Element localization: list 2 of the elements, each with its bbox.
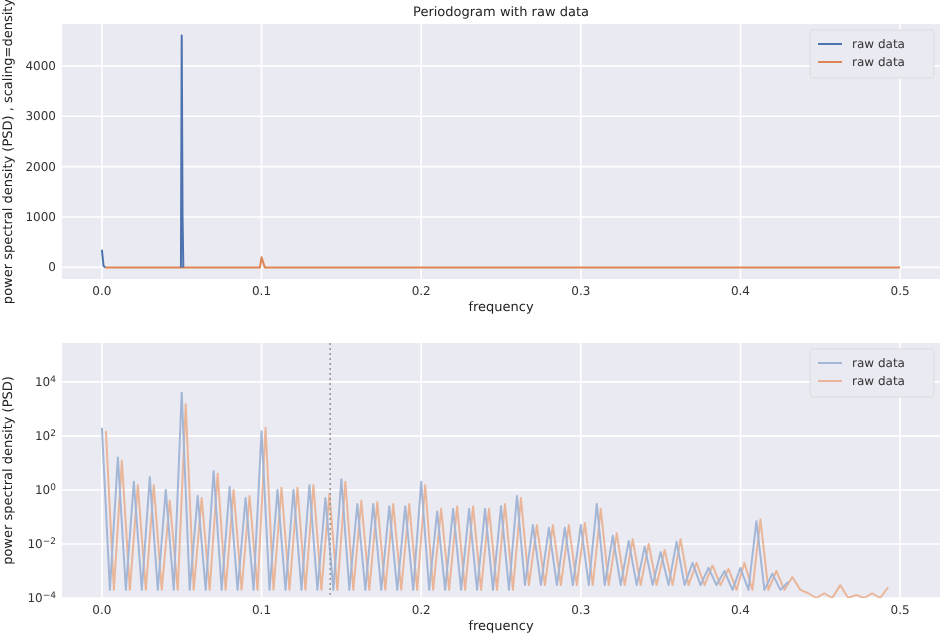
line-series xyxy=(100,391,790,591)
line-series xyxy=(104,403,890,598)
